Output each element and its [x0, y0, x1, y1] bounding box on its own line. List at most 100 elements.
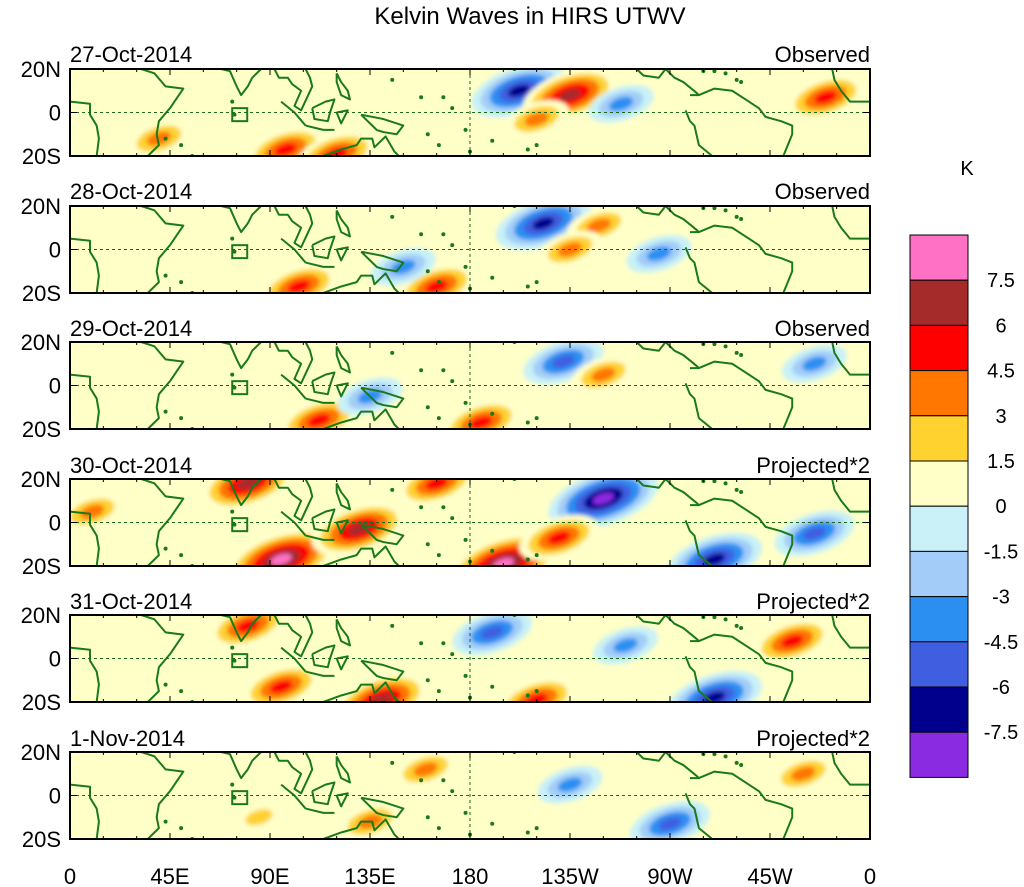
anomaly-contour [780, 634, 804, 648]
lat-label: 20N [21, 603, 61, 628]
island [179, 280, 184, 285]
anomaly-contour [425, 479, 449, 490]
island [232, 385, 237, 390]
anomaly-contour [814, 90, 837, 104]
coastline [831, 69, 870, 103]
island [441, 95, 446, 100]
panel-3: 29-Oct-2014 Observed [70, 316, 870, 430]
panel-kind: Observed [775, 42, 870, 67]
panel-kind: Projected*2 [756, 589, 870, 614]
island [419, 95, 424, 100]
lat-label: 20S [22, 690, 61, 715]
coastline [220, 206, 262, 234]
longitude-axis: 0 45E 90E 135E 180 135W 90W 45W 0 [64, 864, 876, 887]
anomaly-contour [613, 638, 638, 653]
island [723, 754, 728, 759]
region-box [231, 653, 249, 669]
anomaly-contour [274, 142, 297, 157]
island [734, 77, 739, 82]
island [436, 826, 441, 831]
island [490, 821, 495, 826]
coastline [305, 261, 335, 268]
island [436, 143, 441, 148]
colorbar-label: 3 [995, 406, 1006, 428]
coastline [335, 655, 349, 671]
lat-label: 20N [21, 740, 61, 765]
coastline [70, 237, 100, 293]
colorbar-label: -6 [992, 677, 1010, 699]
island [163, 409, 168, 414]
panel-kind: Projected*2 [756, 726, 870, 751]
coastline [664, 342, 700, 370]
lon-label: 0 [64, 864, 76, 887]
island [163, 819, 168, 824]
island [734, 487, 739, 492]
island [390, 77, 395, 82]
region-box [231, 107, 249, 123]
panel-date: 30-Oct-2014 [70, 453, 192, 478]
colorbar-swatch [909, 505, 969, 552]
island [425, 678, 430, 683]
colorbar-swatch [909, 415, 969, 462]
coastline [635, 479, 667, 489]
coastline [360, 523, 405, 546]
island [390, 214, 395, 219]
figure-title: Kelvin Waves in HIRS UTWV [374, 3, 685, 30]
island [419, 368, 424, 373]
island [739, 626, 744, 631]
island [534, 553, 539, 558]
coastline [70, 206, 185, 293]
coastline [273, 479, 314, 522]
colorbar-swatch [909, 641, 969, 688]
island [739, 763, 744, 768]
anomaly-contour [551, 355, 575, 369]
island [490, 138, 495, 143]
colorbar-label: 1.5 [987, 451, 1015, 473]
anomaly-blobs [279, 342, 847, 430]
island [436, 553, 441, 558]
anomaly-contour [658, 817, 682, 831]
colorbar-label: -3 [992, 587, 1010, 609]
island [490, 411, 495, 416]
island [436, 280, 441, 285]
lon-label: 45W [747, 864, 792, 887]
coastline [335, 618, 351, 647]
colorbar-swatch [909, 731, 969, 778]
island [450, 106, 455, 111]
coastline [664, 206, 700, 234]
island [163, 682, 168, 687]
colorbar-label: -1.5 [984, 541, 1018, 563]
coastline [335, 755, 351, 784]
panel-5: 31-Oct-2014 Projected*2 [70, 589, 870, 703]
lat-label: 0 [49, 238, 61, 263]
lat-label: 20S [22, 144, 61, 169]
lat-label: 0 [49, 784, 61, 809]
anomaly-contour [586, 218, 612, 233]
coastline [664, 615, 700, 643]
island [230, 99, 235, 104]
lon-label: 135W [541, 864, 599, 887]
lat-label: 20N [21, 194, 61, 219]
coastline [70, 69, 185, 157]
island [450, 243, 455, 248]
coastline [664, 479, 700, 507]
lat-label: 0 [49, 511, 61, 536]
island [712, 615, 717, 620]
island [232, 658, 237, 663]
island [441, 641, 446, 646]
island [450, 652, 455, 657]
island [450, 789, 455, 794]
island [525, 693, 530, 698]
lat-label: 0 [49, 647, 61, 672]
coastline [684, 246, 713, 293]
lon-label: 90E [250, 864, 289, 887]
anomaly-field [70, 206, 870, 293]
island [232, 249, 237, 254]
lat-label: 20S [22, 281, 61, 306]
island [723, 481, 728, 486]
coastline [335, 209, 351, 238]
lon-label: 0 [864, 864, 876, 887]
colorbar-swatch [909, 686, 969, 733]
coastline [831, 752, 870, 786]
